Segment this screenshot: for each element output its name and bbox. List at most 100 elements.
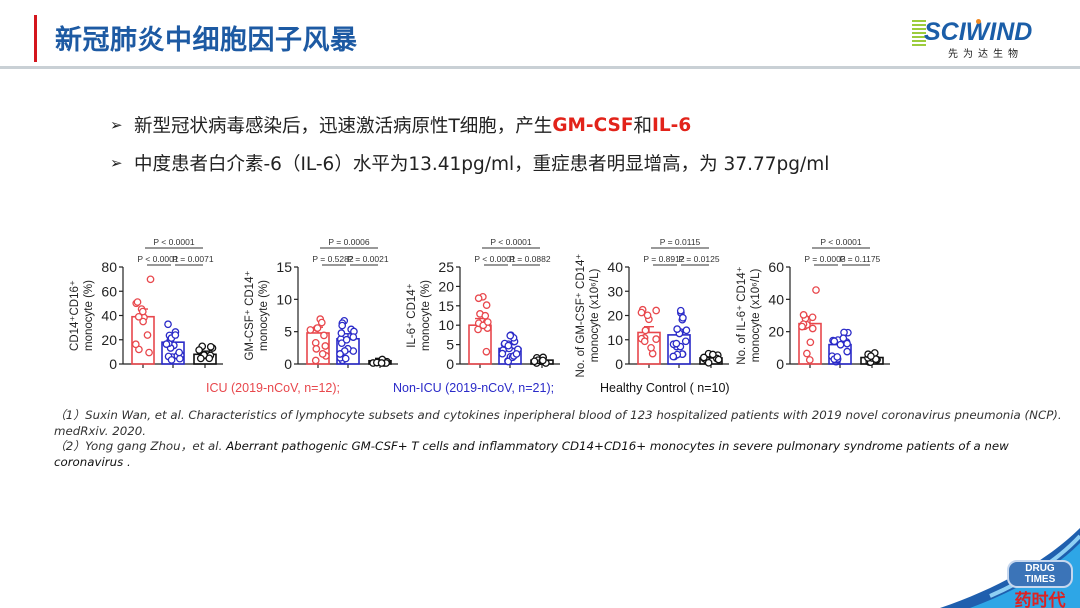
y-tick-label: 40	[768, 291, 784, 307]
y-tick-label: 5	[284, 324, 292, 340]
logo-dot-icon	[976, 19, 981, 24]
y-tick-label: 10	[438, 317, 454, 333]
data-point	[843, 339, 851, 348]
data-point	[196, 354, 205, 363]
data-point	[342, 335, 351, 344]
data-point	[681, 337, 690, 346]
reference-1: （1）Suxin Wan, et al. Characteristics of …	[54, 408, 1062, 438]
y-tick-label: 0	[615, 356, 623, 372]
data-point	[321, 342, 330, 350]
y-axis-label: No. of IL-6⁺ CD14⁺	[736, 266, 748, 364]
data-point	[483, 318, 492, 326]
reference-2-title: Aberrant pathogenic GM-CSF+ T cells and …	[54, 439, 1009, 469]
data-point	[482, 347, 491, 356]
y-tick-label: 10	[276, 291, 292, 307]
y-tick-label: 20	[101, 332, 117, 348]
y-axis-label: monocyte (%)	[83, 280, 95, 351]
p-value-icu-vs-nonicu: P = 0.5282	[312, 254, 353, 264]
data-point	[171, 331, 180, 339]
y-tick-label: 25	[438, 259, 454, 275]
data-point	[806, 338, 815, 347]
data-point	[799, 311, 808, 319]
legend-icu: ICU (2019-nCoV, n=12);	[206, 381, 340, 395]
data-point	[320, 331, 328, 340]
data-point	[539, 356, 547, 365]
data-point	[134, 312, 143, 321]
data-point	[498, 349, 507, 358]
data-point	[673, 325, 681, 333]
bullet-text-mid: 和	[633, 116, 652, 137]
slide-header: 新冠肺炎中细胞因子风暴 SCIWIND 先为达生物	[0, 0, 1080, 69]
y-tick-label: 0	[776, 356, 784, 372]
data-point	[482, 301, 491, 309]
p-value-nonicu-vs-hc: P = 0.0071	[172, 254, 213, 264]
y-tick-label: 60	[768, 259, 784, 275]
data-point	[313, 324, 322, 332]
data-point	[338, 321, 347, 330]
p-value-icu-vs-nonicu: P < 0.0001	[137, 254, 178, 264]
data-point	[145, 348, 153, 357]
legend-non-icu: Non-ICU (2019-nCoV, n=21);	[393, 381, 554, 395]
arrow-bullet-icon: ➢	[110, 116, 123, 134]
logo-stripes-icon	[912, 20, 926, 46]
data-point	[808, 324, 817, 333]
data-point	[349, 333, 358, 341]
y-axis-label: No. of GM-CSF⁺ CD14⁺	[575, 254, 587, 377]
reference-2: （2）Yong gang Zhou，et al. Aberrant pathog…	[54, 439, 1064, 470]
data-point	[167, 356, 176, 364]
y-axis-label: monocyte (%)	[258, 280, 270, 351]
y-axis-label: CD14⁺CD16⁺	[69, 280, 81, 351]
data-point	[133, 298, 142, 306]
y-tick-label: 0	[446, 356, 454, 372]
data-point	[312, 345, 321, 353]
y-tick-label: 0	[284, 356, 292, 372]
data-point	[195, 346, 203, 354]
p-value-nonicu-vs-hc: P = 0.1175	[840, 254, 881, 264]
data-point	[175, 348, 183, 357]
bullet-text: 中度患者白介素-6（IL-6）水平为13.41pg/ml，重症患者明显增高，为 …	[134, 154, 830, 175]
p-value-overall: P < 0.0001	[490, 237, 531, 247]
bullet-text: 新型冠状病毒感染后，迅速激活病原性T细胞，产生	[134, 116, 553, 137]
arrow-bullet-icon: ➢	[110, 154, 123, 172]
p-value-nonicu-vs-hc: P = 0.0882	[509, 254, 550, 264]
data-point	[652, 335, 660, 344]
drugtimes-pill: DRUG TIMES	[1007, 560, 1073, 588]
title-accent-bar	[34, 15, 37, 62]
data-point	[175, 354, 184, 363]
data-point	[714, 355, 723, 364]
p-value-overall: P < 0.0001	[820, 237, 861, 247]
data-point	[318, 350, 327, 358]
data-point	[512, 350, 521, 358]
p-value-overall: P = 0.0006	[328, 237, 369, 247]
data-point	[377, 359, 386, 367]
data-point	[641, 326, 650, 335]
highlight-il6: IL-6	[651, 114, 692, 136]
data-point	[682, 326, 691, 335]
data-point	[652, 306, 661, 315]
header-divider	[0, 66, 1080, 69]
bullet-list: ➢ 新型冠状病毒感染后，迅速激活病原性T细胞，产生 GM-CSF 和 IL-6 ➢ 中…	[110, 112, 829, 188]
y-tick-label: 20	[438, 278, 454, 294]
data-point	[143, 331, 152, 339]
y-tick-label: 40	[607, 259, 623, 275]
y-tick-label: 20	[768, 324, 784, 340]
data-point	[843, 347, 852, 356]
data-point	[306, 326, 315, 334]
y-axis-label: monocyte (%)	[420, 280, 432, 351]
p-value-overall: P < 0.0001	[153, 237, 194, 247]
data-point	[146, 275, 155, 284]
y-tick-label: 20	[607, 308, 623, 324]
data-point	[669, 352, 678, 361]
data-point	[699, 353, 708, 362]
logo-subtitle: 先为达生物	[948, 49, 1023, 60]
data-point	[640, 337, 649, 346]
data-point	[708, 350, 717, 359]
data-point	[704, 358, 713, 367]
bullet-item: ➢ 新型冠状病毒感染后，迅速激活病原性T细胞，产生 GM-CSF 和 IL-6	[110, 112, 829, 138]
data-point	[205, 354, 214, 363]
references: （1）Suxin Wan, et al. Characteristics of …	[54, 408, 1064, 470]
y-tick-label: 5	[446, 337, 454, 353]
data-point	[337, 329, 346, 338]
p-value-icu-vs-nonicu: P < 0.0001	[474, 254, 515, 264]
